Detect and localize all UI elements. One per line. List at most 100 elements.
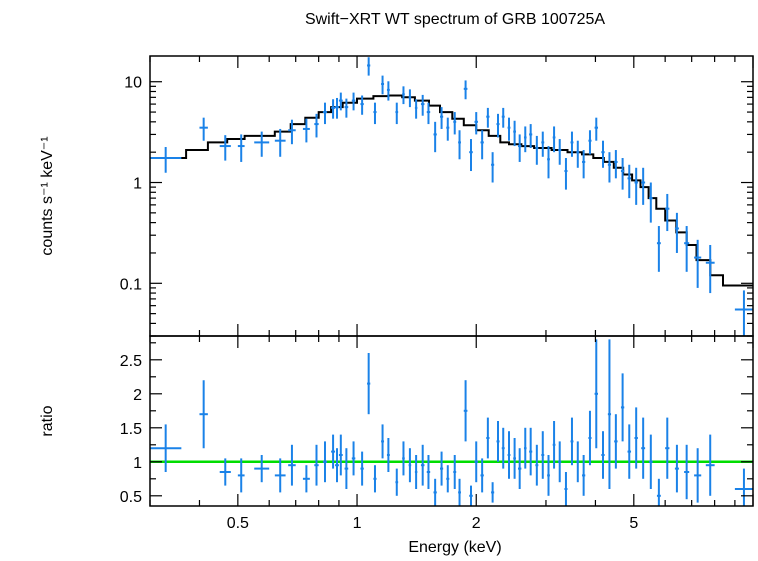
ratio-point-57: [614, 414, 618, 469]
ratio-point-62: [648, 434, 653, 489]
spectrum-point-62: [648, 182, 653, 223]
spectrum-point-52: [582, 150, 586, 179]
spectrum-point-43: [529, 124, 533, 149]
ratio-point-30: [458, 478, 461, 506]
ratio-point-24: [420, 444, 425, 486]
axis-ticks: [149, 56, 754, 506]
ratio-point-7: [302, 465, 310, 493]
ratio-point-40: [513, 438, 516, 479]
ratio-point-32: [469, 485, 473, 506]
spectrum-point-27: [439, 107, 444, 129]
chart-title: Swift−XRT WT spectrum of GRB 100725A: [305, 11, 605, 28]
ratio-point-49: [564, 472, 568, 506]
spectrum-point-23: [414, 99, 418, 119]
ratio-point-52: [582, 455, 586, 496]
ratio-point-17: [373, 465, 377, 493]
ratio-y-axis-label: ratio: [39, 405, 56, 436]
ratio-point-9: [322, 441, 328, 483]
ratio-point-3: [237, 458, 245, 493]
spectrum-point-40: [513, 120, 516, 147]
spectrum-point-42: [523, 126, 527, 153]
spectrum-point-45: [541, 131, 545, 157]
ratio-y-tick-label: 0.5: [120, 489, 142, 506]
ratio-point-59: [627, 424, 632, 479]
panel-frames: [149, 55, 754, 507]
ratio-y-tick-label: 2.5: [120, 353, 142, 370]
ratio-point-60: [634, 407, 638, 469]
spectrum-point-60: [634, 167, 638, 205]
spectrum-point-51: [576, 140, 580, 168]
ratio-point-8: [314, 444, 319, 486]
ratio-point-66: [684, 444, 690, 500]
spectrum-point-69: [734, 290, 753, 336]
spectrum-point-31: [463, 80, 468, 100]
x-tick-label: 0.5: [227, 515, 249, 532]
ratio-point-23: [414, 455, 418, 489]
ratio-point-26: [433, 478, 437, 506]
spectrum-point-49: [564, 158, 568, 190]
ratio-point-19: [386, 438, 390, 472]
spectrum-point-54: [594, 117, 598, 141]
spectrum-point-7: [302, 118, 310, 143]
ratio-point-53: [588, 410, 592, 466]
ratio-point-37: [496, 421, 500, 462]
ratio-point-4: [254, 455, 270, 483]
ratio-point-38: [501, 427, 505, 469]
ratio-point-12: [338, 434, 343, 476]
spectrum-point-30: [458, 130, 461, 160]
spectrum-point-65: [674, 212, 679, 253]
ratio-point-68: [705, 434, 715, 496]
ratio-y-tick-label: 1: [133, 455, 142, 472]
ratio-point-1: [199, 380, 208, 449]
ratio-point-55: [601, 431, 605, 479]
ratio-point-25: [426, 455, 431, 489]
spectrum-point-44: [535, 135, 539, 165]
spectrum-point-41: [518, 134, 522, 162]
ratio-point-58: [620, 373, 625, 442]
ratio-panel-frame: [149, 335, 754, 507]
ratio-point-64: [665, 417, 670, 479]
spectrum-point-36: [491, 152, 495, 183]
spectrum-point-56: [607, 152, 612, 183]
ratio-point-65: [674, 444, 679, 493]
spectrum-panel-frame: [149, 55, 754, 337]
spectrum-y-tick-label: 10: [124, 75, 142, 92]
ratio-point-27: [439, 451, 444, 486]
ratio-point-50: [570, 417, 574, 466]
ratio-point-29: [453, 455, 457, 489]
ratio-point-44: [535, 444, 539, 486]
spectrum-point-2: [219, 135, 231, 161]
ratio-y-tick-label: 2: [133, 387, 142, 404]
spectrum-point-8: [314, 113, 319, 138]
spectrum-point-61: [641, 167, 646, 205]
axis-tick-labels: 0.5 1 2 5 0.1 1 10 0.5 1 1.5 2 2.5: [120, 75, 639, 532]
spectrum-point-59: [627, 164, 632, 199]
spectrum-point-13: [344, 98, 349, 118]
spectrum-point-37: [496, 113, 500, 138]
spectrum-point-12: [338, 92, 343, 111]
spectrum-panel-data: [150, 57, 753, 336]
spectrum-point-0: [150, 147, 182, 173]
spectrum-point-29: [453, 112, 457, 135]
ratio-point-0: [150, 424, 182, 472]
model-histogram: [150, 94, 753, 287]
spectrum-point-3: [237, 134, 245, 162]
spectrum-point-50: [570, 131, 574, 157]
spectrum-point-46: [547, 146, 550, 179]
spectrum-point-6: [288, 119, 296, 145]
ratio-point-31: [463, 380, 468, 442]
spectrum-point-55: [601, 140, 605, 168]
ratio-point-18: [381, 424, 385, 459]
spectrum-point-35: [486, 107, 490, 128]
ratio-point-33: [474, 441, 478, 483]
spectrum-point-38: [501, 107, 505, 128]
spectrum-point-19: [386, 81, 390, 101]
ratio-point-14: [351, 441, 356, 476]
ratio-point-47: [552, 421, 556, 469]
ratio-point-20: [395, 468, 399, 496]
spectrum-point-57: [614, 150, 618, 179]
spectrum-point-68: [705, 244, 715, 294]
spectrum-point-63: [656, 226, 661, 272]
